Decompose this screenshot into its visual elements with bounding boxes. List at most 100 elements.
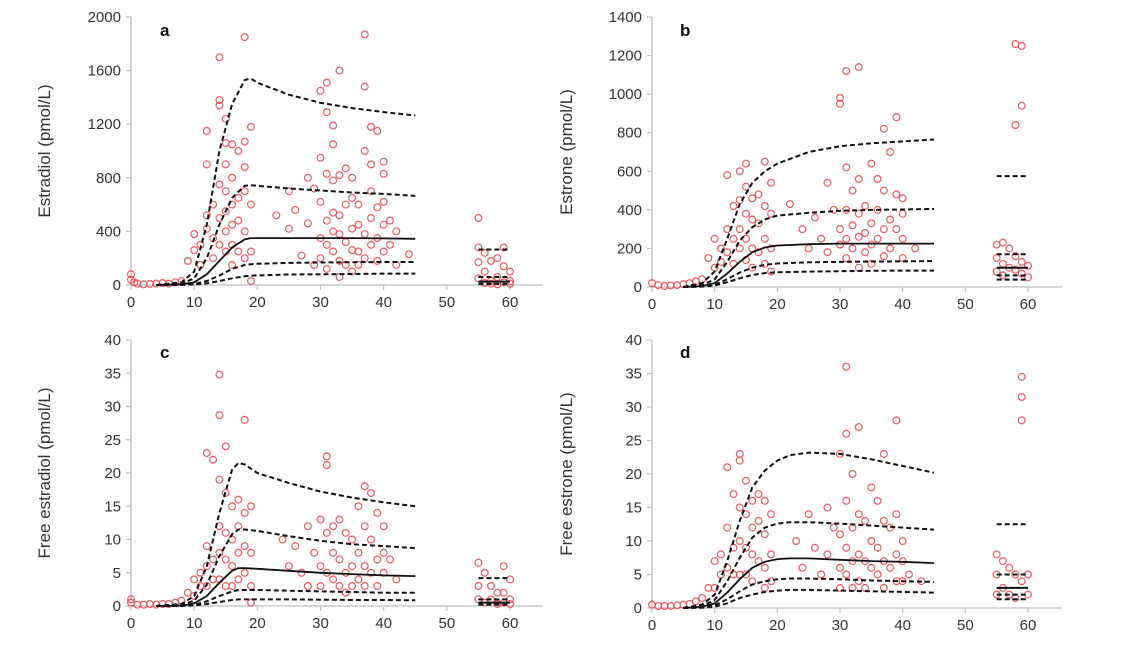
y-tick-label: 20: [625, 466, 642, 483]
data-point: [228, 173, 237, 182]
data-point: [209, 555, 218, 564]
data-point: [329, 522, 338, 531]
x-tick-label: 30: [312, 294, 329, 311]
data-point: [297, 568, 306, 577]
data-point: [1011, 570, 1020, 579]
x-tick-label: 40: [894, 296, 911, 313]
x-tick-label: 50: [957, 296, 974, 313]
data-point: [854, 550, 863, 559]
data-point: [886, 244, 895, 253]
data-point: [360, 562, 369, 571]
data-point: [284, 224, 293, 233]
data-point: [886, 563, 895, 572]
data-point: [873, 496, 882, 505]
data-point: [842, 570, 851, 579]
data-point: [1017, 392, 1026, 401]
data-point: [234, 247, 243, 256]
data-point: [240, 415, 249, 424]
data-point: [493, 254, 502, 263]
data-point: [861, 248, 870, 257]
data-point: [291, 542, 300, 551]
data-point: [735, 167, 744, 176]
panel-a: 0 400 800 1200 1600 2000 0 10 20 30 40 50 60 Estradio…: [35, 9, 543, 311]
data-point: [221, 160, 230, 169]
data-point: [785, 200, 794, 209]
y-tick-label: 600: [617, 163, 642, 180]
y-tick-label: 20: [104, 465, 121, 482]
data-point: [1017, 257, 1026, 266]
data-point: [329, 176, 338, 185]
data-point: [367, 488, 376, 497]
centile-curve-median: [683, 557, 935, 609]
data-point: [360, 582, 369, 591]
data-point: [741, 570, 750, 579]
data-point: [810, 543, 819, 552]
data-point: [735, 503, 744, 512]
data-point: [297, 251, 306, 260]
data-point: [190, 575, 199, 584]
data-point: [202, 542, 211, 551]
data-point: [892, 225, 901, 234]
data-point: [829, 205, 838, 214]
data-point: [735, 536, 744, 545]
data-point: [998, 238, 1007, 247]
y-tick-label: 1400: [609, 9, 642, 26]
panel-c: 0 5 10 15 20 25 30 35 40 0 10 20 30 40 50 60 Free estrad…: [35, 332, 543, 632]
data-point: [190, 246, 199, 255]
data-point: [322, 108, 331, 117]
y-axis-label: Estrone (pmol/L): [557, 89, 576, 215]
panel-label: a: [160, 21, 170, 40]
data-point: [879, 252, 888, 261]
y-tick-label: 200: [617, 240, 642, 257]
panel-b: 0 200 400 600 800 1000 1200 1400 0 10 20 30 40 50 60 Es…: [557, 9, 1062, 313]
data-point: [723, 225, 732, 234]
data-point: [329, 548, 338, 557]
data-point: [360, 230, 369, 239]
data-point: [202, 449, 211, 458]
data-point: [240, 137, 249, 146]
data-point: [221, 528, 230, 537]
data-point: [716, 244, 725, 253]
data-point: [234, 575, 243, 584]
x-tick-label: 20: [249, 294, 266, 311]
centile-curve-lower-dashed-2: [683, 269, 934, 288]
centile-curve-lower-dashed-1: [683, 577, 935, 609]
data-point: [1017, 416, 1026, 425]
data-point: [854, 63, 863, 72]
data-point: [215, 96, 224, 105]
x-tick-label: 50: [438, 294, 455, 311]
data-point: [234, 495, 243, 504]
data-point: [835, 225, 844, 234]
data-point: [487, 582, 496, 591]
data-point: [817, 234, 826, 243]
data-point: [373, 256, 382, 265]
data-point: [234, 147, 243, 156]
data-point: [873, 234, 882, 243]
data-point: [221, 442, 230, 451]
data-point: [879, 225, 888, 234]
data-point: [729, 234, 738, 243]
data-point: [748, 194, 757, 203]
data-point: [221, 227, 230, 236]
data-point: [735, 244, 744, 253]
data-point: [1017, 41, 1026, 50]
data-point: [867, 240, 876, 249]
data-point: [379, 169, 388, 178]
data-point: [379, 522, 388, 531]
y-tick-label: 30: [104, 399, 121, 416]
data-point: [698, 593, 707, 602]
data-point: [748, 496, 757, 505]
x-tick-label: 50: [957, 617, 974, 634]
data-point: [234, 193, 243, 202]
data-point: [867, 159, 876, 168]
data-point: [892, 550, 901, 559]
data-point: [474, 214, 483, 223]
data-point: [126, 270, 135, 279]
data-point: [240, 568, 249, 577]
data-point: [240, 227, 249, 236]
y-tick-label: 1200: [609, 48, 642, 65]
y-tick-label: 25: [625, 433, 642, 450]
y-axis-label: Free estrone (pmol/L): [557, 392, 576, 555]
data-point: [234, 548, 243, 557]
data-point: [754, 490, 763, 499]
